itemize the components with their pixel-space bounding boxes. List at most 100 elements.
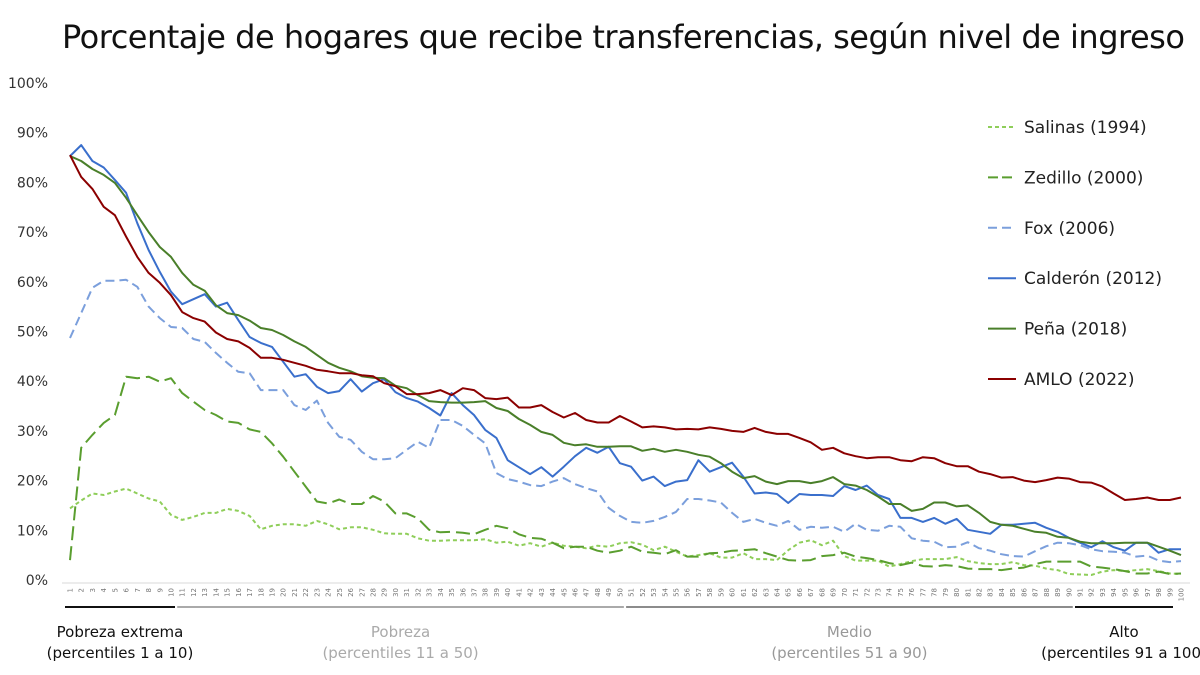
x-tick-label: 66 (796, 587, 804, 596)
x-tick-label: 58 (706, 588, 714, 597)
x-tick-label: 6 (123, 587, 131, 592)
x-tick-label: 20 (280, 588, 288, 597)
x-tick-label: 24 (325, 587, 333, 596)
x-tick-label: 26 (347, 587, 355, 596)
legend-label: AMLO (2022) (1024, 370, 1134, 390)
x-tick-label: 94 (1110, 587, 1118, 596)
y-tick-label: 40% (17, 374, 48, 390)
y-tick-label: 70% (17, 225, 48, 241)
x-tick-label: 22 (302, 588, 310, 597)
y-tick-label: 10% (17, 523, 48, 539)
x-tick-label: 75 (897, 588, 905, 597)
x-tick-label: 41 (515, 588, 523, 597)
x-tick-label: 74 (886, 587, 894, 596)
x-tick-label: 49 (605, 588, 613, 597)
x-tick-label: 7 (134, 588, 142, 592)
x-tick-label: 89 (1054, 588, 1062, 597)
x-tick-label: 52 (639, 588, 647, 597)
x-tick-label: 17 (246, 588, 254, 597)
x-tick-label: 11 (179, 588, 187, 597)
x-tick-label: 25 (336, 588, 344, 597)
x-tick-label: 85 (1009, 588, 1017, 597)
x-tick-label: 27 (358, 588, 366, 597)
x-tick-label: 69 (830, 588, 838, 597)
x-tick-label: 97 (1144, 588, 1152, 597)
group-name: Medio (826, 623, 872, 641)
x-tick-label: 68 (818, 588, 826, 597)
series-line (69, 144, 1181, 554)
x-tick-label: 62 (751, 588, 759, 597)
group-range: (percentiles 11 a 50) (322, 644, 479, 662)
x-tick-label: 37 (471, 588, 479, 597)
x-tick-label: 65 (785, 588, 793, 597)
x-tick-label: 1 (67, 588, 75, 592)
x-tick-label: 2 (78, 588, 86, 592)
x-tick-label: 86 (1020, 587, 1028, 596)
y-tick-label: 80% (17, 175, 48, 191)
x-tick-label: 59 (717, 588, 725, 597)
x-tick-label: 8 (145, 588, 153, 592)
y-tick-label: 20% (17, 474, 48, 490)
x-tick-label: 46 (572, 587, 580, 596)
group-range: (percentiles 51 a 90) (771, 644, 928, 662)
x-tick-label: 45 (560, 588, 568, 597)
x-tick-label: 5 (111, 588, 119, 592)
chart-title: Porcentaje de hogares que recibe transfe… (62, 18, 1185, 56)
x-tick-label: 29 (381, 588, 389, 597)
x-tick-label: 60 (729, 588, 737, 597)
x-tick-label: 95 (1121, 588, 1129, 597)
x-tick-label: 51 (628, 588, 636, 597)
y-tick-label: 100% (8, 76, 48, 92)
group-label: Pobreza extrema (percentiles 1 a 10) (47, 622, 194, 664)
x-tick-label: 19 (269, 588, 277, 597)
x-tick-label: 10 (168, 588, 176, 597)
group-label: Alto (percentiles 91 a 100) (1041, 622, 1200, 664)
x-tick-label: 34 (437, 587, 445, 596)
x-tick-label: 72 (863, 588, 871, 597)
x-tick-label: 40 (504, 588, 512, 597)
x-tick-label: 81 (964, 588, 972, 597)
x-tick-label: 87 (1032, 588, 1040, 597)
x-tick-label: 63 (762, 588, 770, 597)
group-name: Pobreza extrema (56, 623, 184, 641)
x-tick-label: 61 (740, 588, 748, 597)
x-tick-label: 78 (931, 588, 939, 597)
x-tick-label: 64 (774, 587, 782, 596)
x-tick-label: 55 (673, 588, 681, 597)
x-tick-label: 76 (908, 587, 916, 596)
x-tick-label: 84 (998, 587, 1006, 596)
group-range: (percentiles 91 a 100) (1041, 644, 1200, 662)
x-tick-label: 16 (235, 587, 243, 596)
x-tick-label: 43 (538, 588, 546, 597)
y-tick-label: 30% (17, 424, 48, 440)
x-tick-label: 14 (212, 587, 220, 596)
x-tick-label: 73 (875, 588, 883, 597)
x-tick-label: 42 (527, 588, 535, 597)
x-tick-label: 44 (549, 587, 557, 596)
x-tick-label: 82 (976, 588, 984, 597)
series-line (69, 375, 1182, 575)
y-tick-label: 90% (17, 126, 48, 142)
series-line (69, 154, 1182, 501)
x-tick-label: 31 (403, 588, 411, 597)
group-label: Medio (percentiles 51 a 90) (771, 622, 927, 664)
legend-label: Fox (2006) (1024, 219, 1115, 239)
x-tick-label: 53 (650, 588, 658, 597)
x-tick-label: 100 (1178, 588, 1186, 601)
y-tick-label: 0% (26, 573, 48, 589)
x-tick-label: 96 (1133, 587, 1141, 596)
legend-label: Salinas (1994) (1024, 118, 1147, 138)
x-tick-label: 79 (942, 588, 950, 597)
group-name: Alto (1109, 623, 1139, 641)
series-line (69, 487, 1182, 576)
x-tick-label: 56 (684, 587, 692, 596)
x-tick-label: 57 (695, 588, 703, 597)
legend-label: Zedillo (2000) (1024, 168, 1143, 188)
x-tick-label: 4 (100, 587, 108, 592)
x-tick-label: 83 (987, 588, 995, 597)
x-tick-label: 35 (448, 588, 456, 597)
x-tick-label: 93 (1099, 588, 1107, 597)
x-tick-label: 54 (661, 587, 669, 596)
group-range: (percentiles 1 a 10) (46, 644, 194, 662)
